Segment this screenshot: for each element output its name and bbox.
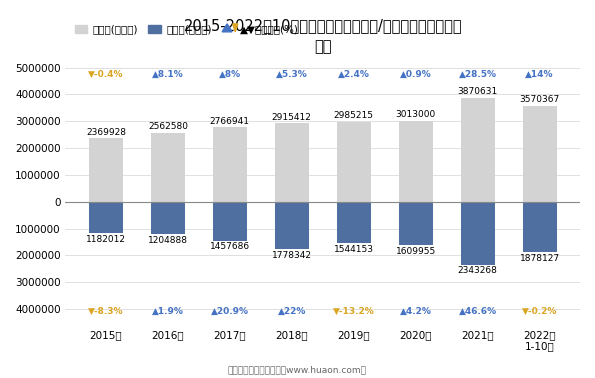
Bar bbox=[275, 202, 309, 249]
Text: ▲4.2%: ▲4.2% bbox=[400, 307, 431, 316]
Text: ▲8.1%: ▲8.1% bbox=[152, 70, 184, 79]
Text: 2369928: 2369928 bbox=[86, 127, 126, 136]
Text: 2766941: 2766941 bbox=[210, 117, 250, 126]
Bar bbox=[213, 202, 247, 241]
Text: ▲22%: ▲22% bbox=[278, 307, 306, 316]
Text: 1204888: 1204888 bbox=[148, 236, 188, 245]
Bar bbox=[337, 202, 371, 243]
Text: ▲20.9%: ▲20.9% bbox=[211, 307, 249, 316]
Text: ▲46.6%: ▲46.6% bbox=[459, 307, 497, 316]
Text: 1544153: 1544153 bbox=[334, 245, 374, 254]
Bar bbox=[461, 202, 494, 265]
Legend: 出口额(万美元), 进口额(万美元), ▲▼同比增长(%): 出口额(万美元), 进口额(万美元), ▲▼同比增长(%) bbox=[71, 20, 303, 39]
Text: 3013000: 3013000 bbox=[396, 110, 436, 119]
Text: 1182012: 1182012 bbox=[86, 235, 126, 244]
Text: 3570367: 3570367 bbox=[519, 95, 560, 104]
Text: ▲2.4%: ▲2.4% bbox=[338, 70, 369, 79]
Bar bbox=[275, 124, 309, 202]
Text: 1609955: 1609955 bbox=[396, 246, 436, 256]
Text: ▲8%: ▲8% bbox=[219, 70, 241, 79]
Text: ▼-0.4%: ▼-0.4% bbox=[88, 70, 124, 79]
Bar bbox=[151, 202, 185, 234]
Text: ▼-8.3%: ▼-8.3% bbox=[88, 307, 124, 316]
Text: ▲0.9%: ▲0.9% bbox=[400, 70, 431, 79]
Text: ▲14%: ▲14% bbox=[525, 70, 554, 79]
Bar bbox=[151, 133, 185, 202]
Text: ▲1.9%: ▲1.9% bbox=[152, 307, 184, 316]
Bar bbox=[522, 202, 556, 252]
Text: ▲28.5%: ▲28.5% bbox=[459, 70, 497, 79]
Bar bbox=[399, 202, 433, 245]
Text: 3870631: 3870631 bbox=[458, 87, 498, 96]
Bar bbox=[399, 121, 433, 202]
Bar bbox=[89, 138, 123, 202]
Text: 制图：华经产业研究院（www.huaon.com）: 制图：华经产业研究院（www.huaon.com） bbox=[228, 365, 367, 374]
Text: 1878127: 1878127 bbox=[519, 254, 560, 263]
Bar bbox=[461, 98, 494, 202]
Bar bbox=[337, 122, 371, 202]
Text: ▼-0.2%: ▼-0.2% bbox=[522, 307, 558, 316]
Text: 2562580: 2562580 bbox=[148, 122, 188, 132]
Text: 1457686: 1457686 bbox=[210, 242, 250, 251]
Text: ▲5.3%: ▲5.3% bbox=[276, 70, 308, 79]
Text: 1778342: 1778342 bbox=[272, 251, 312, 260]
Text: 2343268: 2343268 bbox=[458, 266, 497, 275]
Title: 2015-2022年10月南通市（境内目的地/货源地）进、出口额
统计: 2015-2022年10月南通市（境内目的地/货源地）进、出口额 统计 bbox=[183, 18, 462, 54]
Text: ▼-13.2%: ▼-13.2% bbox=[333, 307, 375, 316]
Text: 2985215: 2985215 bbox=[334, 111, 374, 120]
Bar bbox=[89, 202, 123, 234]
Bar bbox=[522, 106, 556, 202]
Bar bbox=[213, 127, 247, 202]
Text: 2915412: 2915412 bbox=[272, 113, 312, 122]
